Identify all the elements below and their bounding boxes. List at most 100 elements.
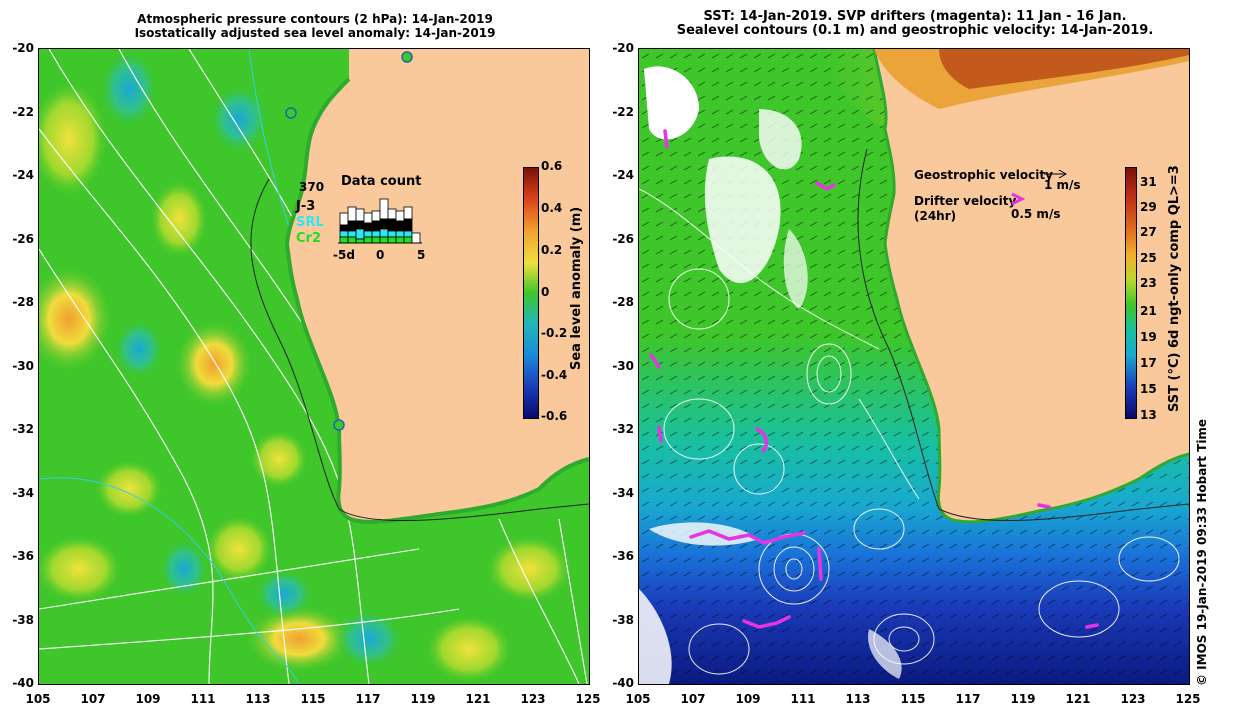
left-xtick-111: 111 bbox=[190, 692, 216, 706]
right-xtick-115: 115 bbox=[900, 692, 926, 706]
left-ytick-34: -34 bbox=[12, 486, 34, 500]
right-xtick-123: 123 bbox=[1120, 692, 1146, 706]
right-cb-tick-15: 15 bbox=[1140, 382, 1157, 396]
shelf-contour-sst bbox=[857, 148, 1189, 522]
right-xtick-119: 119 bbox=[1010, 692, 1036, 706]
right-ytick-24: -24 bbox=[612, 168, 634, 182]
pressure-contours bbox=[39, 49, 588, 684]
left-xtick-115: 115 bbox=[300, 692, 326, 706]
right-ytick-32: -32 bbox=[612, 422, 634, 436]
sea-level-colorbar bbox=[523, 167, 539, 419]
left-xtick-117: 117 bbox=[355, 692, 381, 706]
left-ytick-26: -26 bbox=[12, 232, 34, 246]
sst-map: Geostrophic velocity 1 m/s Drifter veloc… bbox=[638, 48, 1190, 685]
shelf-contour bbox=[250, 178, 589, 522]
imos-credit: © IMOS 19-Jan-2019 09:33 Hobart Time bbox=[1195, 418, 1209, 686]
land-australia-sst bbox=[872, 49, 1189, 524]
left-xtick-109: 109 bbox=[135, 692, 161, 706]
land-australia bbox=[284, 49, 589, 524]
left-cb-tick-minus0.2: -0.2 bbox=[541, 326, 568, 340]
left-xtick-123: 123 bbox=[520, 692, 546, 706]
right-cb-tick-23: 23 bbox=[1140, 276, 1157, 290]
left-ytick-40: -40 bbox=[12, 676, 34, 690]
left-map-title: Atmospheric pressure contours (2 hPa): 1… bbox=[40, 12, 590, 40]
series-label-j3: J-3 bbox=[296, 199, 316, 214]
data-count-inset: 370 Data count J-3 SRL Cr2 -5d 0 5 bbox=[294, 173, 434, 263]
data-count-bars bbox=[338, 198, 422, 244]
right-cb-tick-19: 19 bbox=[1140, 330, 1157, 344]
sea-level-contours bbox=[639, 188, 1180, 675]
right-ytick-22: -22 bbox=[612, 105, 634, 119]
left-ytick-28: -28 bbox=[12, 295, 34, 309]
series-label-cr2: Cr2 bbox=[296, 231, 321, 246]
right-ytick-34: -34 bbox=[612, 486, 634, 500]
right-cb-tick-21: 21 bbox=[1140, 304, 1157, 318]
tide-gauge-markers bbox=[285, 51, 413, 431]
anomaly-highs bbox=[39, 79, 574, 684]
right-xtick-109: 109 bbox=[735, 692, 761, 706]
right-xtick-111: 111 bbox=[790, 692, 816, 706]
drifter-scale-chevron-icon bbox=[1011, 192, 1026, 206]
series-label-srl: SRL bbox=[296, 215, 324, 230]
left-ytick-32: -32 bbox=[12, 422, 34, 436]
left-xtick-119: 119 bbox=[410, 692, 436, 706]
left-ytick-20: -20 bbox=[12, 41, 34, 55]
left-xtick-107: 107 bbox=[80, 692, 106, 706]
left-xtick-105: 105 bbox=[25, 692, 51, 706]
sea-level-anomaly-map: 370 Data count J-3 SRL Cr2 -5d 0 5 bbox=[38, 48, 590, 685]
right-cb-tick-29: 29 bbox=[1140, 200, 1157, 214]
left-ytick-36: -36 bbox=[12, 549, 34, 563]
right-colorbar-label: SST (°C) 6d ngt-only comp QL>=3 bbox=[1167, 165, 1182, 412]
inset-xtick-0: 0 bbox=[376, 248, 385, 262]
left-cb-tick-0.2: 0.2 bbox=[541, 243, 563, 257]
left-colorbar-label: Sea level anomaly (m) bbox=[569, 206, 584, 370]
left-title-line2: Isostatically adjusted sea level anomaly… bbox=[134, 26, 496, 40]
right-ytick-28: -28 bbox=[612, 295, 634, 309]
left-ytick-38: -38 bbox=[12, 613, 34, 627]
geostrophic-velocity-label: Geostrophic velocity bbox=[914, 168, 1053, 182]
right-ytick-30: -30 bbox=[612, 359, 634, 373]
right-cb-tick-25: 25 bbox=[1140, 251, 1157, 265]
right-xtick-121: 121 bbox=[1065, 692, 1091, 706]
left-cb-tick-0.6: 0.6 bbox=[541, 159, 563, 173]
inset-xtick-minus5d: -5d bbox=[333, 248, 355, 262]
left-title-line1: Atmospheric pressure contours (2 hPa): 1… bbox=[137, 12, 493, 26]
right-cb-tick-17: 17 bbox=[1140, 356, 1157, 370]
svp-drifter-tracks bbox=[649, 129, 1099, 629]
geostrophic-scale-arrow-icon bbox=[1044, 169, 1068, 179]
inset-xtick-5: 5 bbox=[417, 248, 426, 262]
left-cb-tick-0.4: 0.4 bbox=[541, 201, 563, 215]
inset-title: Data count bbox=[341, 174, 422, 189]
drifter-velocity-label: Drifter velocity bbox=[914, 194, 1017, 208]
right-ytick-38: -38 bbox=[612, 613, 634, 627]
right-xtick-117: 117 bbox=[955, 692, 981, 706]
left-ytick-24: -24 bbox=[12, 168, 34, 182]
right-cb-tick-31: 31 bbox=[1140, 175, 1157, 189]
right-map-title: SST: 14-Jan-2019. SVP drifters (magenta)… bbox=[640, 10, 1190, 38]
left-ytick-30: -30 bbox=[12, 359, 34, 373]
right-xtick-105: 105 bbox=[625, 692, 651, 706]
drifter-scale-label: 0.5 m/s bbox=[1011, 207, 1061, 221]
left-cb-tick-minus0.6: -0.6 bbox=[541, 409, 568, 423]
geostrophic-scale-label: 1 m/s bbox=[1044, 178, 1081, 192]
right-cb-tick-13: 13 bbox=[1140, 408, 1157, 422]
left-cb-tick-minus0.4: -0.4 bbox=[541, 368, 568, 382]
right-cb-tick-27: 27 bbox=[1140, 225, 1157, 239]
right-ytick-40: -40 bbox=[612, 676, 634, 690]
inset-max-label: 370 bbox=[299, 180, 325, 194]
left-xtick-113: 113 bbox=[245, 692, 271, 706]
drifter-24hr-label: (24hr) bbox=[914, 209, 957, 223]
right-title-line2: Sealevel contours (0.1 m) and geostrophi… bbox=[676, 23, 1154, 38]
sst-colorbar bbox=[1125, 167, 1137, 419]
right-ytick-26: -26 bbox=[612, 232, 634, 246]
right-title-line1: SST: 14-Jan-2019. SVP drifters (magenta)… bbox=[703, 9, 1127, 24]
right-xtick-107: 107 bbox=[680, 692, 706, 706]
left-xtick-125: 125 bbox=[575, 692, 601, 706]
left-cb-tick-0: 0 bbox=[541, 285, 550, 299]
right-ytick-20: -20 bbox=[612, 41, 634, 55]
left-xtick-121: 121 bbox=[465, 692, 491, 706]
left-ytick-22: -22 bbox=[12, 105, 34, 119]
right-xtick-125: 125 bbox=[1175, 692, 1201, 706]
right-ytick-36: -36 bbox=[612, 549, 634, 563]
cloud-mask bbox=[639, 66, 902, 684]
